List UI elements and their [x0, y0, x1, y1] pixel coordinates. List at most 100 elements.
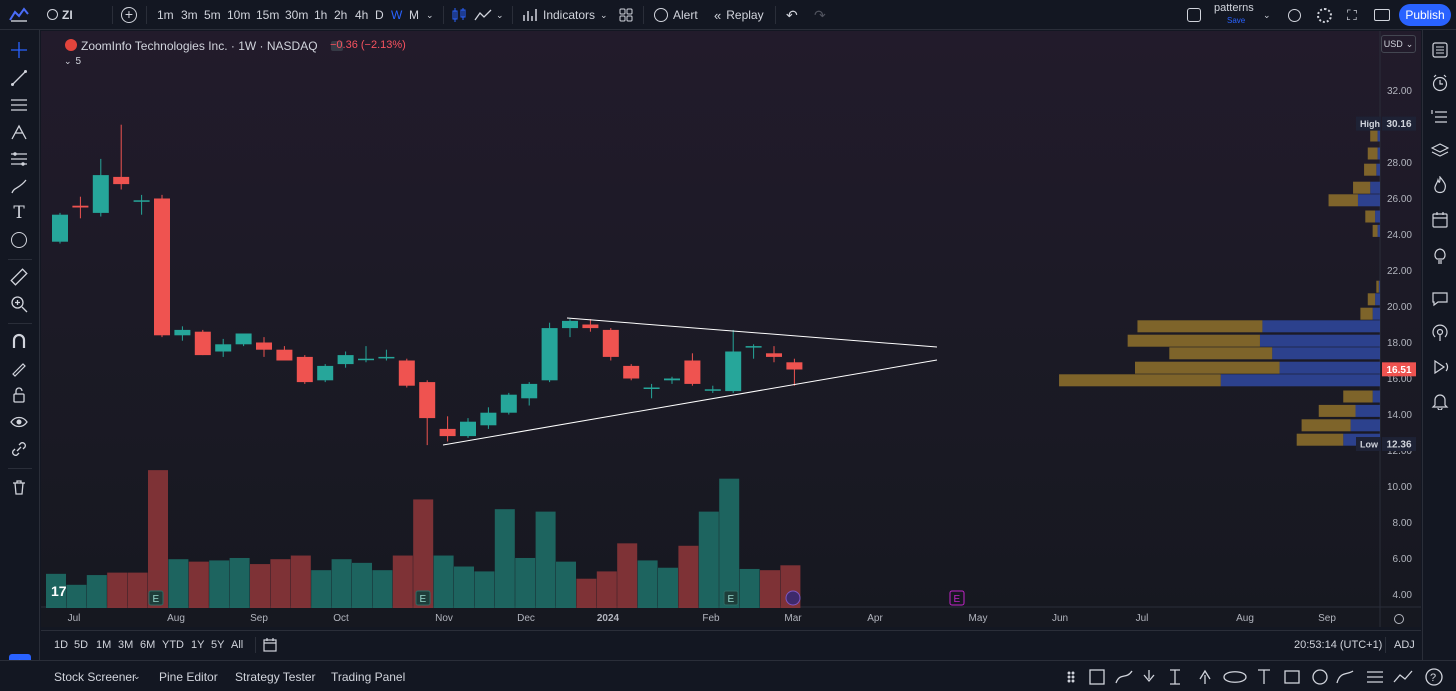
- earnings-marker-icon[interactable]: [949, 590, 965, 606]
- alert-button[interactable]: Alert: [654, 0, 698, 30]
- interval-m[interactable]: M: [409, 8, 419, 22]
- trash-icon[interactable]: [8, 476, 30, 498]
- interval-10m[interactable]: 10m: [227, 8, 251, 22]
- time-axis-label: Jun: [1052, 613, 1068, 624]
- indicators-button[interactable]: Indicators: [522, 0, 595, 30]
- tab-strategy-tester[interactable]: Strategy Tester: [235, 669, 316, 684]
- camera-icon[interactable]: [1374, 0, 1390, 30]
- earnings-marker-icon[interactable]: [723, 590, 739, 606]
- interval-5m[interactable]: 5m: [204, 8, 221, 22]
- chart-pane[interactable]: EEEE32.0030.0028.0026.0024.0022.0020.001…: [41, 31, 1421, 627]
- scale-settings-gear-icon[interactable]: [1394, 614, 1404, 624]
- chevron-down-icon: ⌄: [1405, 38, 1414, 49]
- interval-4h[interactable]: 4h: [355, 8, 369, 22]
- interval-chevron-down-icon[interactable]: ⌄: [426, 9, 434, 20]
- interval-1m[interactable]: 1m: [157, 8, 174, 22]
- streams-broadcast-icon[interactable]: [1429, 322, 1451, 344]
- signals-play-icon[interactable]: [1429, 356, 1451, 378]
- layout-name[interactable]: patterns: [1214, 2, 1254, 14]
- screener-chevron-down-icon[interactable]: ⌄: [133, 671, 141, 681]
- candle-body: [235, 333, 252, 345]
- interval-3m[interactable]: 3m: [181, 8, 198, 22]
- earnings-marker-icon[interactable]: [148, 590, 164, 606]
- fib-retracement-icon[interactable]: [8, 148, 30, 170]
- magnet-icon[interactable]: [8, 330, 30, 352]
- volume-profile-down-bar: [1301, 419, 1351, 432]
- interval-30m[interactable]: 30m: [285, 8, 309, 22]
- dividend-flash-icon[interactable]: [785, 590, 801, 606]
- time-axis-label: May: [969, 613, 988, 624]
- range-6m[interactable]: 6M: [140, 639, 156, 651]
- interval-d[interactable]: D: [375, 8, 384, 22]
- lock-icon[interactable]: [8, 384, 30, 406]
- trend-line-icon[interactable]: [8, 67, 30, 89]
- range-3m[interactable]: 3M: [118, 639, 134, 651]
- layout-grid-button[interactable]: [619, 0, 633, 30]
- tradingview-logo[interactable]: [8, 0, 30, 30]
- go-to-date-icon[interactable]: [262, 631, 278, 659]
- line-chart-type-button[interactable]: [474, 0, 492, 30]
- legend-collapse-icon[interactable]: [330, 41, 343, 51]
- undo-icon[interactable]: ↶: [786, 6, 798, 23]
- range-1y[interactable]: 1Y: [191, 639, 205, 651]
- calendar-icon[interactable]: [1429, 209, 1451, 231]
- candles-chart-type-button[interactable]: [451, 0, 467, 30]
- lock-pencil-icon[interactable]: [8, 357, 30, 379]
- settings-gear-icon[interactable]: [1317, 0, 1332, 30]
- crosshair-icon[interactable]: [8, 39, 30, 61]
- tab-stock-screener[interactable]: Stock Screener: [54, 669, 137, 684]
- chats-icon[interactable]: [1429, 288, 1451, 310]
- horizontal-lines-icon[interactable]: [8, 94, 30, 116]
- trendline-upper: [566, 317, 938, 348]
- volume-bar: [474, 571, 495, 608]
- symbol-search-button[interactable]: ZI: [47, 0, 73, 30]
- brush-icon[interactable]: [8, 175, 30, 197]
- range-1d[interactable]: 1D: [54, 639, 69, 651]
- range-5y[interactable]: 5Y: [211, 639, 225, 651]
- emoji-icon[interactable]: [8, 229, 30, 251]
- notifications-bell-icon[interactable]: [1429, 390, 1451, 412]
- top-toolbar: ZI + 1m 3m 5m 10m 15m 30m 1h 2h 4h D W M…: [0, 0, 1456, 30]
- interval-2h[interactable]: 2h: [334, 8, 348, 22]
- interval-1h[interactable]: 1h: [314, 8, 328, 22]
- indicators-chevron-down-icon[interactable]: ⌄: [600, 9, 608, 20]
- alerts-clock-icon[interactable]: [1429, 72, 1451, 94]
- interval-15m[interactable]: 15m: [256, 8, 280, 22]
- watchlist-icon[interactable]: [1429, 39, 1451, 61]
- chart-type-chevron-down-icon[interactable]: ⌄: [496, 9, 504, 20]
- text-tool-icon[interactable]: T: [13, 203, 25, 223]
- currency-selector[interactable]: USD ⌄: [1381, 35, 1416, 53]
- candle-body: [296, 356, 313, 383]
- clock-timezone[interactable]: 20:53:14 (UTC+1): [1294, 639, 1383, 651]
- ruler-icon[interactable]: [8, 266, 30, 288]
- hotlists-fire-icon[interactable]: [1429, 174, 1451, 196]
- redo-icon[interactable]: ↷: [814, 6, 826, 23]
- legend-indicators-toggle[interactable]: ⌄ 5: [64, 56, 81, 67]
- range-1m[interactable]: 1M: [96, 639, 112, 651]
- object-tree-icon[interactable]: [1429, 106, 1451, 128]
- legend-symbol-title[interactable]: ZoomInfo Technologies Inc. · 1W · NASDAQ: [65, 38, 343, 53]
- pitchfork-icon[interactable]: [8, 121, 30, 143]
- adjust-dividends-toggle[interactable]: ADJ: [1394, 639, 1415, 651]
- interval-w[interactable]: W: [391, 8, 403, 22]
- layout-save-label[interactable]: Save: [1227, 16, 1246, 25]
- tab-pine-editor[interactable]: Pine Editor: [159, 669, 218, 684]
- eye-icon[interactable]: [8, 411, 30, 433]
- layout-chevron-down-icon[interactable]: ⌄: [1263, 9, 1271, 20]
- compare-symbol-button[interactable]: +: [121, 0, 137, 30]
- candle-body: [92, 175, 109, 213]
- earnings-marker-icon[interactable]: [415, 590, 431, 606]
- layers-icon[interactable]: [1429, 139, 1451, 161]
- quick-search-icon[interactable]: [1288, 0, 1301, 30]
- zoom-in-icon[interactable]: [8, 293, 30, 315]
- layout-toggle-button[interactable]: [1187, 0, 1201, 30]
- range-all[interactable]: All: [231, 639, 244, 651]
- ideas-lightbulb-icon[interactable]: [1429, 244, 1451, 266]
- publish-button[interactable]: Publish: [1399, 4, 1451, 26]
- range-ytd[interactable]: YTD: [162, 639, 184, 651]
- link-icon[interactable]: [8, 438, 30, 460]
- fullscreen-icon[interactable]: ⛶: [1347, 6, 1357, 23]
- range-5d[interactable]: 5D: [74, 639, 89, 651]
- replay-button[interactable]: « Replay: [714, 0, 764, 30]
- tab-trading-panel[interactable]: Trading Panel: [331, 669, 406, 684]
